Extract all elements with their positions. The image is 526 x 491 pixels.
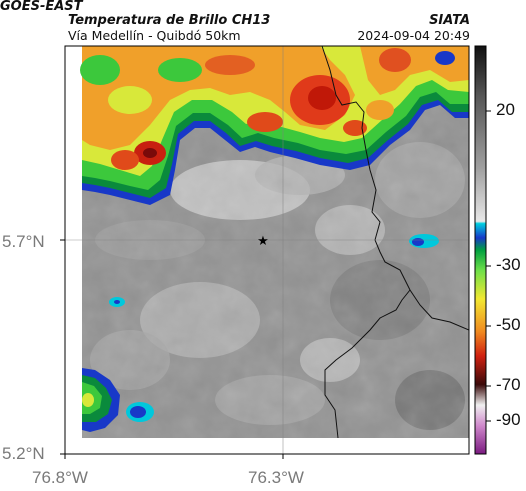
lat-label-5.7: 5.7°N — [2, 232, 45, 251]
colorbar-tick-minus70: -70 — [496, 375, 521, 394]
star-icon: ★ — [257, 234, 269, 249]
subtitle: Vía Medellín - Quibdó 50km — [68, 28, 241, 43]
organization-label: SIATA — [429, 13, 470, 28]
colorbar — [474, 45, 491, 455]
lon-label-76.8: 76.8°W — [32, 468, 88, 487]
imagery-layer: ★ — [65, 46, 469, 454]
axis-ticks — [60, 239, 284, 459]
colorbar-tick-20: 20 — [496, 100, 515, 119]
colorbar-tick-minus90: -90 — [496, 410, 521, 429]
title-line1: GOES-EAST — [0, 0, 83, 14]
boundary-lines — [321, 46, 469, 439]
cold-cloud-southwest — [82, 368, 154, 432]
lat-label-5.2: 5.2°N — [2, 444, 45, 463]
colorbar-tick-minus30: -30 — [496, 255, 521, 274]
datetime-label: 2024-09-04 20:49 — [357, 28, 470, 43]
colorbar-tick-minus50: -50 — [496, 315, 521, 334]
plot-frame — [64, 45, 470, 455]
cold-cell-east — [409, 234, 439, 248]
title-line2: Temperatura de Brillo CH13 — [68, 13, 271, 28]
cold-cell-west — [109, 297, 125, 307]
graticule — [65, 46, 469, 454]
lon-label-76.3: 76.3°W — [248, 468, 304, 487]
cold-cloud-north — [80, 46, 469, 205]
